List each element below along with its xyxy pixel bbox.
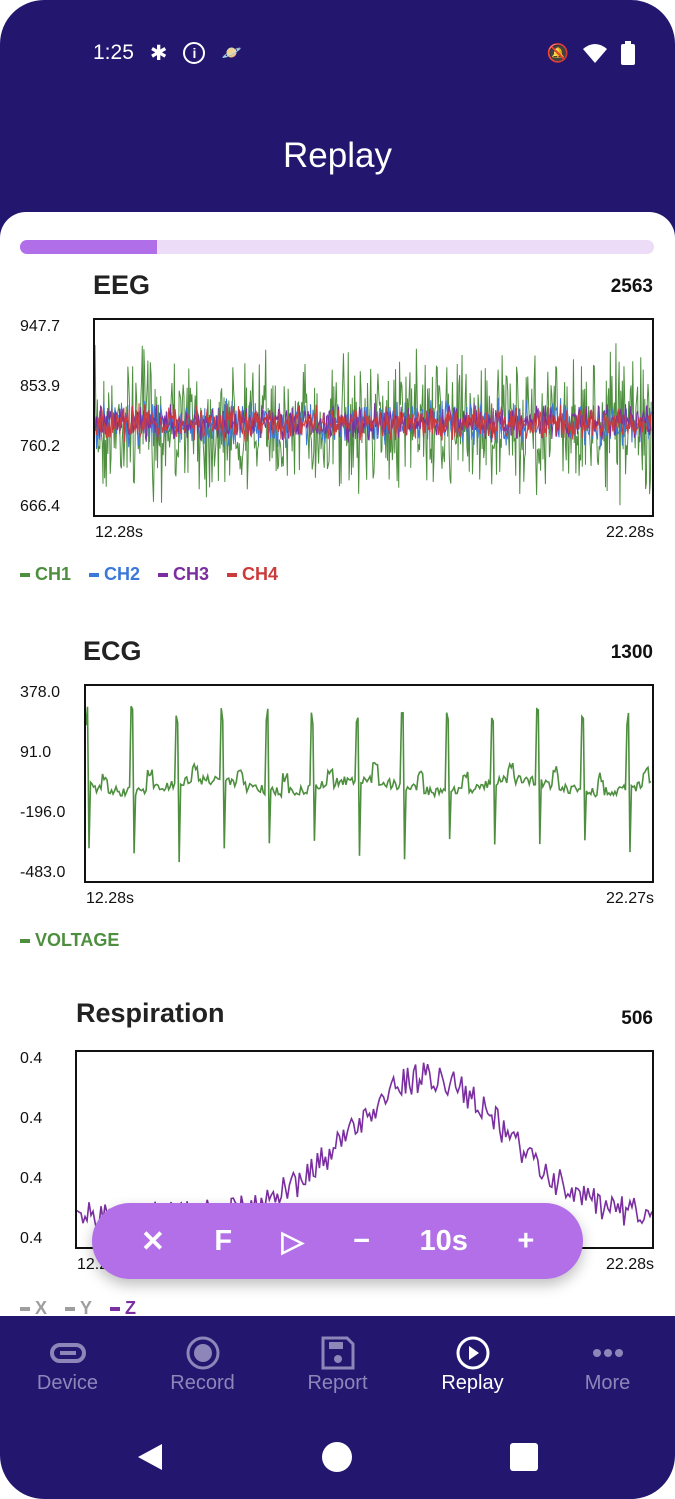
legend-x[interactable]: X — [20, 1298, 47, 1316]
progress-fill — [20, 240, 157, 254]
series-voltage — [86, 705, 652, 863]
status-bar: 1:25 ✱ i 🪐 🔕 — [93, 38, 635, 68]
nav-label: More — [584, 1372, 631, 1394]
info-icon: i — [183, 42, 206, 64]
play-circle-icon — [455, 1334, 491, 1372]
more-icon — [592, 1334, 624, 1372]
chart-title: EEG — [93, 270, 151, 300]
y-tick: 760.2 — [20, 438, 61, 455]
x-tick-start: 12.28s — [86, 890, 135, 907]
window-size-label: 10s — [419, 1224, 468, 1257]
battery-icon — [621, 41, 635, 65]
legend-voltage[interactable]: VOLTAGE — [20, 930, 119, 951]
bottom-nav: Device Record Report Replay More — [0, 1316, 675, 1426]
chart-title: Respiration — [76, 998, 225, 1028]
planet-icon: 🪐 — [221, 45, 242, 62]
y-tick: 0.4 — [20, 1110, 43, 1127]
legend-ch4[interactable]: CH4 — [227, 564, 278, 585]
zoom-in-button[interactable]: + — [517, 1224, 535, 1257]
save-icon — [321, 1334, 355, 1372]
y-tick: 378.0 — [20, 684, 61, 701]
replay-progress-bar[interactable] — [20, 240, 654, 254]
nav-label: Report — [307, 1372, 368, 1394]
legend-ch3[interactable]: CH3 — [158, 564, 209, 585]
f-button[interactable]: F — [214, 1224, 233, 1257]
legend: VOLTAGE — [20, 930, 119, 951]
nav-more[interactable]: More — [540, 1316, 675, 1426]
sample-count: 506 — [621, 1008, 653, 1029]
record-icon — [185, 1334, 221, 1372]
y-tick: 947.7 — [20, 318, 61, 335]
content-card: EEG 2563 947.7 853.9 760.2 666.4 12.28s … — [0, 212, 675, 1316]
legend-z[interactable]: Z — [110, 1298, 136, 1316]
sample-count: 1300 — [610, 642, 653, 663]
clock: 1:25 — [93, 41, 134, 64]
nav-replay[interactable]: Replay — [405, 1316, 540, 1426]
y-tick: 0.4 — [20, 1230, 43, 1247]
y-tick: -196.0 — [20, 804, 66, 821]
x-tick-end: 22.28s — [605, 524, 654, 541]
y-tick: 0.4 — [20, 1170, 43, 1187]
zoom-out-button[interactable]: − — [353, 1224, 371, 1257]
link-icon — [49, 1334, 86, 1372]
y-tick: 853.9 — [20, 378, 61, 395]
page-title: Replay — [283, 136, 392, 175]
series-ch4 — [95, 403, 652, 443]
play-button[interactable]: ▷ — [281, 1225, 304, 1258]
y-tick: -483.0 — [20, 864, 66, 881]
y-tick: 91.0 — [20, 744, 52, 761]
back-icon[interactable] — [136, 1442, 164, 1472]
y-tick: 666.4 — [20, 498, 61, 515]
chart-title: ECG — [83, 636, 142, 666]
wifi-icon — [583, 44, 607, 63]
legend-ch1[interactable]: CH1 — [20, 564, 71, 585]
x-tick-end: 22.28s — [605, 1256, 654, 1273]
plot-area[interactable] — [84, 684, 654, 883]
nav-label: Device — [36, 1372, 99, 1394]
nav-report[interactable]: Report — [270, 1316, 405, 1426]
bell-off-icon: 🔕 — [546, 42, 569, 63]
system-nav — [0, 1438, 675, 1476]
x-tick-end: 22.27s — [605, 890, 654, 907]
recents-icon[interactable] — [510, 1443, 538, 1471]
y-tick: 0.4 — [20, 1050, 43, 1067]
x-tick-start: 12.28s — [95, 524, 144, 541]
home-icon[interactable] — [321, 1441, 353, 1473]
plot-area[interactable] — [93, 318, 654, 517]
sample-count: 2563 — [610, 276, 653, 297]
legend: CH1 CH2 CH3 CH4 — [20, 564, 278, 585]
legend-ch2[interactable]: CH2 — [89, 564, 140, 585]
nav-label: Replay — [441, 1372, 504, 1394]
legend-y[interactable]: Y — [65, 1298, 92, 1316]
playback-controls: ✕ F ▷ − 10s + — [92, 1203, 583, 1279]
close-button[interactable]: ✕ — [140, 1225, 165, 1258]
nav-device[interactable]: Device — [0, 1316, 135, 1426]
legend: X Y Z — [20, 1298, 136, 1316]
bluetooth-icon: ✱ — [149, 41, 168, 65]
nav-label: Record — [170, 1372, 235, 1394]
nav-record[interactable]: Record — [135, 1316, 270, 1426]
